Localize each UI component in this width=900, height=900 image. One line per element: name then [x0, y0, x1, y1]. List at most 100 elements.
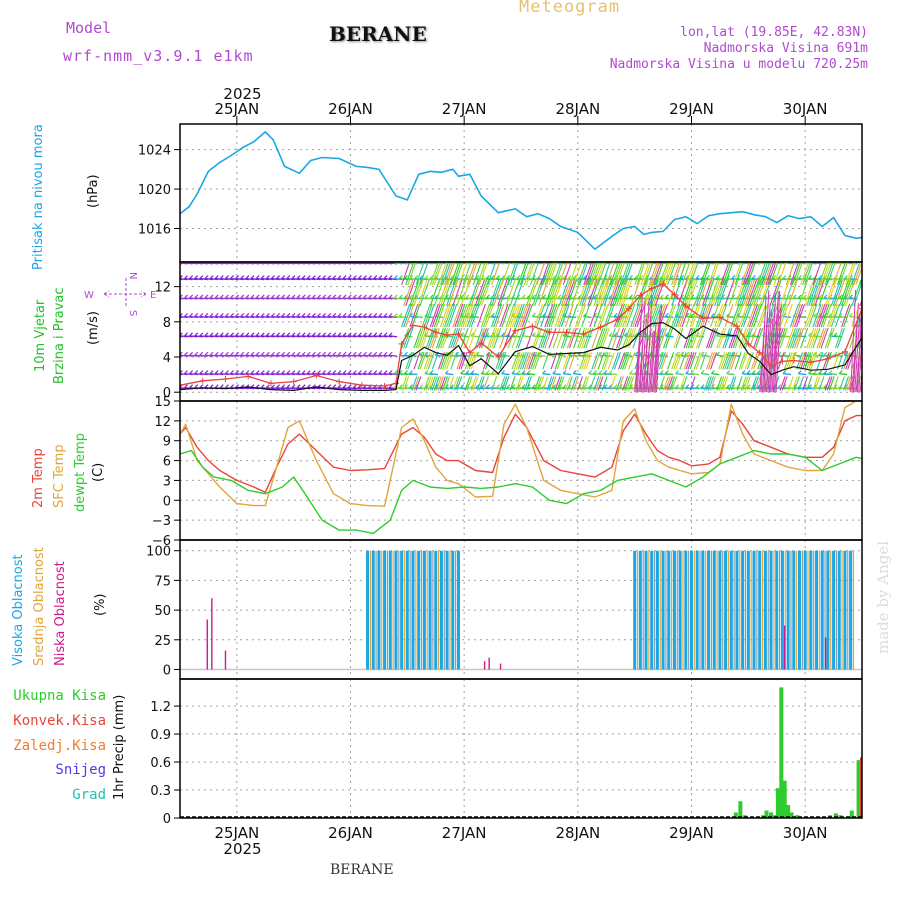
- wind-vector: [590, 304, 598, 327]
- wind-vector: [592, 328, 599, 348]
- compass-east: E: [150, 290, 156, 301]
- meteogram-title: Meteogram: [519, 0, 620, 17]
- precip-legend-item: Zaledj.Kisa: [13, 738, 106, 754]
- wind-barb: [829, 374, 837, 375]
- cloud-axis-title-3: Niska Oblacnost: [53, 561, 68, 666]
- wind-axis-title-1: 10m Vjetar: [33, 299, 48, 372]
- top-date-label: 26JAN: [328, 100, 373, 118]
- wind-vector: [574, 328, 581, 348]
- wind-vector: [490, 280, 499, 306]
- precip-bar: [776, 788, 780, 818]
- station-lonlat: lon,lat (19.85E, 42.83N): [680, 25, 868, 40]
- wind-barb: [543, 374, 551, 375]
- wind-vector: [510, 280, 519, 306]
- wind-barb: [471, 374, 479, 375]
- precip-legend-item: Konvek.Kisa: [13, 713, 106, 729]
- wind-barb-head: [174, 333, 177, 336]
- pressure-unit-label: (hPa): [86, 174, 101, 208]
- wind-vector: [402, 304, 410, 327]
- wind-vector: [563, 280, 572, 306]
- wind-vector: [508, 328, 515, 348]
- wind-barb: [389, 355, 397, 356]
- wind-vector: [481, 304, 489, 327]
- wind-barb: [701, 374, 709, 375]
- wind-barb-head: [174, 352, 177, 355]
- wind-barb: [476, 355, 484, 356]
- wind-barb: [798, 374, 806, 375]
- wind-barb: [527, 374, 535, 375]
- wind-barb: [711, 374, 719, 375]
- station-elevation: Nadmorska Visina 691m: [704, 41, 868, 56]
- wind-barb: [430, 374, 438, 375]
- temp-axis-title-1: 2m Temp: [31, 448, 46, 508]
- wind-vector: [549, 328, 556, 348]
- wind-barb: [604, 355, 612, 356]
- wind-barb: [691, 316, 699, 317]
- wind-barb: [727, 374, 735, 375]
- wind-vector: [862, 256, 872, 285]
- precip-bar: [857, 760, 861, 818]
- watermark: made by Angel: [874, 541, 892, 654]
- wind-vector: [715, 304, 723, 327]
- wind-barb: [389, 336, 397, 337]
- y-tick-label: 8: [163, 316, 171, 331]
- model-name: wrf-nmm_v3.9.1 e1km: [63, 47, 254, 65]
- wind-barb-head: [174, 385, 177, 388]
- gust-marker: [433, 329, 439, 335]
- gust-marker: [336, 379, 342, 385]
- y-tick-label: 25: [154, 634, 171, 649]
- compass-north: N: [127, 272, 138, 279]
- wind-barb-head: [174, 276, 177, 279]
- wind-barb: [839, 374, 847, 375]
- y-tick-label: 0: [163, 663, 171, 678]
- wind-vector: [461, 280, 470, 306]
- wind-vector: [862, 280, 871, 306]
- panel-frame: [180, 124, 862, 262]
- wind-vector: [612, 328, 619, 348]
- gust-marker: [200, 378, 206, 384]
- y-tick-label: 3: [163, 474, 171, 489]
- pressure-axis-title: Pritisak na nivou mora: [31, 124, 46, 270]
- wind-barb: [445, 374, 453, 375]
- y-tick-label: 9: [163, 435, 171, 450]
- top-date-label: 30JAN: [783, 100, 828, 118]
- wind-barb-head: [174, 260, 177, 263]
- wind-vector: [422, 304, 430, 327]
- y-tick-label: 15: [154, 395, 171, 410]
- station-title: BERANE: [329, 22, 427, 46]
- gust-marker: [529, 323, 535, 329]
- y-tick-label: 75: [154, 574, 171, 589]
- temp-sfc-line: [180, 401, 862, 506]
- wind-barb: [783, 374, 791, 375]
- wind-barb: [563, 374, 571, 375]
- wind-barb: [537, 355, 545, 356]
- wind-vector: [784, 280, 793, 306]
- bottom-date-label: 30JAN: [783, 824, 828, 842]
- wind-barb: [435, 355, 443, 356]
- wind-vector: [432, 256, 442, 285]
- dewpoint-line: [180, 451, 862, 534]
- bottom-date-label: 29JAN: [669, 824, 714, 842]
- model-label: Model: [66, 19, 111, 37]
- gust-marker: [222, 376, 228, 382]
- temp-axis-title-2: SFC Temp: [52, 444, 67, 508]
- top-date-label: 29JAN: [669, 100, 714, 118]
- wind-vector: [831, 304, 839, 327]
- precip-legend-item: Grad: [72, 787, 106, 803]
- wind-barb: [849, 316, 857, 317]
- wind-vector: [465, 328, 472, 348]
- bottom-date-label: 28JAN: [555, 824, 600, 842]
- wind-vector: [543, 352, 549, 369]
- wind-vector: [469, 328, 476, 348]
- cloud-axis-title-2: Srednja Oblacnost: [32, 547, 47, 666]
- y-tick-label: 0.3: [150, 784, 171, 799]
- wind-barb-head: [174, 313, 177, 316]
- y-tick-label: 1.2: [150, 700, 171, 715]
- bottom-date-label: 26JAN: [328, 824, 373, 842]
- top-date-label: 28JAN: [555, 100, 600, 118]
- wind-vector: [461, 328, 468, 348]
- wind-unit-label: (m/s): [86, 311, 101, 345]
- wind-vector: [479, 280, 488, 306]
- wind-barb: [609, 374, 617, 375]
